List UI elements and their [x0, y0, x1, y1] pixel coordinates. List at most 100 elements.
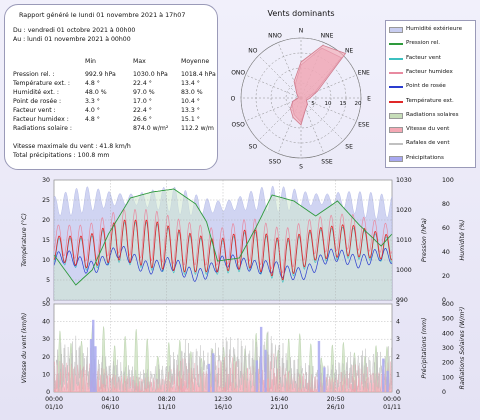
- rose-spoke: [300, 97, 357, 122]
- legend-label: Humidité extérieure: [406, 26, 463, 32]
- col-avg-header: Moyenne: [181, 58, 210, 65]
- stat-label: Radiations solaire :: [13, 125, 72, 132]
- precipitation-bar: [92, 319, 95, 392]
- humidity-tick-label: 100: [442, 177, 454, 184]
- temperature-tick-label: 25: [42, 197, 50, 204]
- rose-direction-label: NNO: [268, 33, 282, 40]
- solar-tick-label: 500: [442, 316, 454, 323]
- legend-swatch: [389, 86, 403, 89]
- precipitation-bar: [89, 339, 93, 392]
- x-tick-date-label: 16/10: [214, 404, 232, 411]
- x-tick-date-label: 26/10: [327, 404, 345, 411]
- temperature-tick-label: 0: [46, 297, 50, 304]
- x-tick-time-label: 00:00: [45, 396, 63, 403]
- x-tick-date-label: 01/10: [45, 404, 63, 411]
- rose-direction-label: E: [367, 96, 371, 103]
- x-tick-date-label: 11/10: [158, 404, 176, 411]
- legend-item: Pression rel.: [389, 38, 475, 48]
- stat-label: Facteur humidex :: [13, 116, 69, 123]
- humidity-tick-label: 20: [442, 273, 450, 280]
- solar-tick-label: 200: [442, 360, 454, 367]
- stat-min: 3.3 °: [85, 98, 100, 105]
- stat-min: 4.8 °: [85, 80, 100, 87]
- temperature-axis-label: Température (°C): [20, 213, 28, 267]
- x-tick-time-label: 08:20: [158, 396, 176, 403]
- precipitation-bar: [317, 340, 321, 392]
- precipitation-bar: [259, 326, 263, 392]
- stat-min: 4.8 °: [85, 116, 100, 123]
- rose-direction-label: N: [299, 28, 304, 35]
- legend-swatch: [389, 127, 403, 134]
- weather-charts: 0510152025309901000101010201030020406080…: [20, 177, 466, 411]
- pressure-tick-label: 1030: [396, 177, 412, 184]
- legend-label: Rafales de vent: [406, 140, 450, 147]
- stat-max: 97.0 %: [133, 89, 155, 96]
- legend-swatch: [389, 100, 403, 103]
- precipitation-bar: [264, 349, 267, 392]
- stat-avg: 1018.4 hPa: [181, 71, 216, 78]
- rose-ring-label: 20: [355, 101, 362, 107]
- stat-max: 22.4 °: [133, 107, 152, 114]
- wind-speed-tick-label: 40: [42, 319, 50, 326]
- legend-swatch: [389, 143, 403, 146]
- total-precipitation: Total précipitations : 100.8 mm: [13, 152, 110, 159]
- temperature-tick-label: 20: [42, 217, 50, 224]
- wind-speed-axis-label: Vitesse du vent (km/h): [20, 313, 28, 383]
- max-wind-speed: Vitesse maximale du vent : 41.8 km/h: [13, 143, 131, 150]
- precipitation-tick-label: 3: [396, 336, 400, 343]
- x-tick-date-label: 06/10: [101, 404, 119, 411]
- precipitation-bar: [386, 370, 389, 392]
- legend-label: Facteur humidex: [406, 68, 453, 75]
- period-to: Au : lundi 01 novembre 2021 à 00h00: [13, 36, 131, 43]
- pressure-tick-label: 990: [396, 297, 408, 304]
- rose-direction-label: NE: [345, 47, 353, 54]
- precipitation-bar: [255, 360, 258, 392]
- rose-direction-label: SE: [345, 144, 353, 151]
- rose-speed-polygon: [289, 44, 347, 126]
- solar-tick-label: 300: [442, 345, 454, 352]
- rose-ring: [285, 82, 317, 114]
- wind-rose-chart: Vents dominants N NNE NE ENE E ESE SE SSE S SSO SO…: [231, 9, 371, 171]
- precipitation-bar: [211, 353, 215, 392]
- precipitation-tick-label: 4: [396, 319, 400, 326]
- legend-item: Facteur vent: [389, 53, 475, 63]
- legend-swatch: [389, 71, 403, 74]
- period-from: Du : vendredi 01 octobre 2021 à 00h00: [13, 27, 136, 34]
- x-tick-time-label: 00:00: [383, 396, 401, 403]
- rose-direction-label: SSE: [321, 158, 333, 165]
- legend-label: Pression rel.: [406, 40, 440, 47]
- legend-label: Précipitations: [406, 154, 444, 161]
- legend-swatch: [389, 155, 403, 162]
- stat-avg: 15.1 °: [181, 116, 200, 123]
- rose-spoke: [258, 55, 302, 99]
- solar-axis-label: Radiations Solaires (W/m²): [458, 307, 466, 390]
- pressure-tick-label: 1020: [396, 207, 412, 214]
- x-tick-time-label: 12:30: [214, 396, 232, 403]
- legend-item: Point de rosée: [389, 81, 475, 91]
- temperature-tick-label: 10: [42, 257, 50, 264]
- stat-max: 22.4 °: [133, 80, 152, 87]
- humidity-tick-label: 80: [442, 201, 450, 208]
- x-tick-time-label: 04:10: [101, 396, 119, 403]
- legend-item: Vitesse du vent: [389, 124, 475, 134]
- rose-ring-label: 15: [340, 101, 347, 107]
- rose-direction-label: ESE: [358, 122, 370, 129]
- wind-speed-tick-label: 10: [42, 371, 50, 378]
- pressure-axis-label: Pression (hPa): [421, 218, 428, 262]
- stat-max: 17.0 °: [133, 98, 152, 105]
- report-panel: Rapport généré le lundi 01 novembre 2021…: [4, 4, 218, 170]
- solar-tick-label: 400: [442, 330, 454, 337]
- rose-outer-ring: [240, 37, 362, 159]
- legend-item: Température ext.: [389, 96, 475, 106]
- legend-item: Radiations solaires: [389, 110, 475, 120]
- solar-tick-label: 100: [442, 374, 454, 381]
- wind-speed-tick-label: 20: [42, 354, 50, 361]
- stat-label: Température ext. :: [13, 80, 70, 87]
- precipitation-bar: [382, 358, 385, 392]
- humidity-tick-label: 60: [442, 225, 450, 232]
- temperature-tick-label: 15: [42, 237, 50, 244]
- stat-min: 992.9 hPa: [85, 71, 116, 78]
- precipitation-tick-label: 1: [396, 371, 400, 378]
- rose-direction-label: ONO: [231, 69, 245, 76]
- legend-swatch: [389, 43, 403, 46]
